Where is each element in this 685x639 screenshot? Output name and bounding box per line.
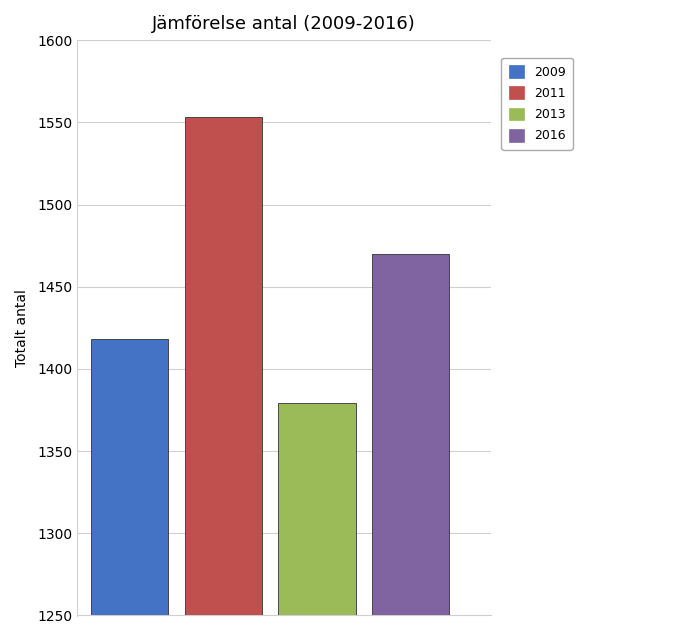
Y-axis label: Totalt antal: Totalt antal [15,289,29,367]
Bar [184,118,262,639]
Bar [279,403,356,639]
Bar [373,254,449,639]
Title: Jämförelse antal (2009-2016): Jämförelse antal (2009-2016) [152,15,416,33]
Bar [90,339,168,639]
Legend: 2009, 2011, 2013, 2016: 2009, 2011, 2013, 2016 [501,58,573,150]
